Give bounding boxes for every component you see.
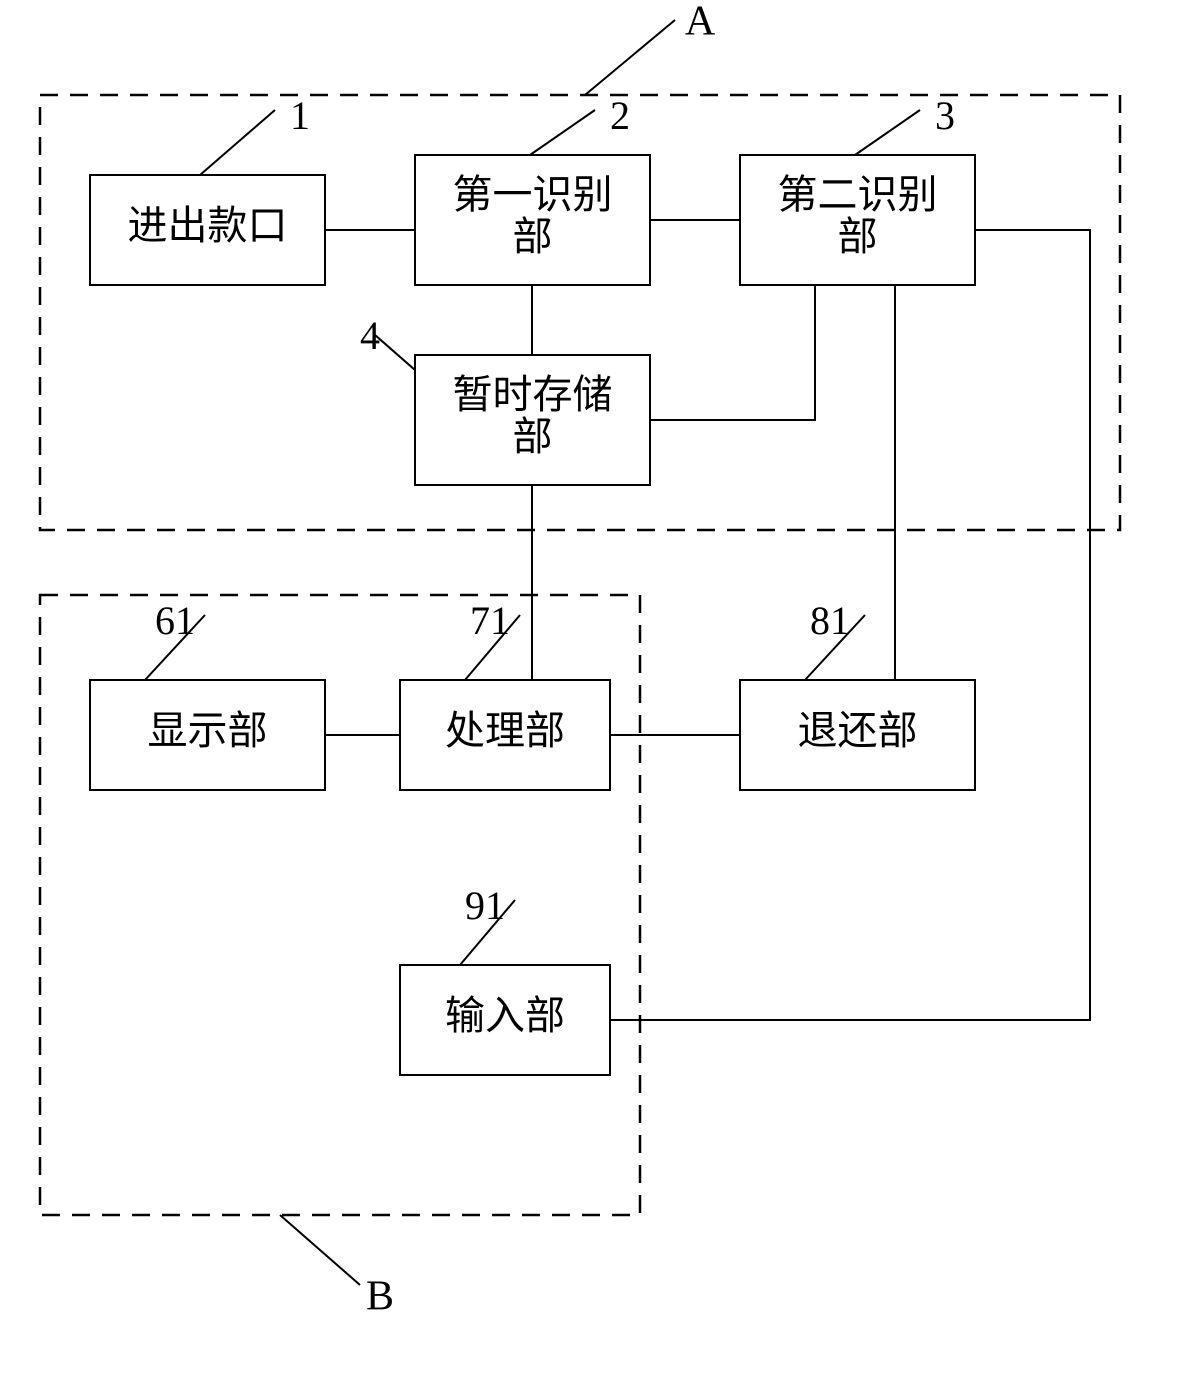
node-n71-label: 处理部 <box>445 708 565 753</box>
node-n3-label-line-0: 第二识别 <box>778 172 938 217</box>
region-b-leader <box>280 1215 360 1285</box>
node-n2-label-line-1: 部 <box>513 214 553 259</box>
node-n1-label: 进出款口 <box>128 203 288 248</box>
node-n2-ref: 2 <box>610 93 630 138</box>
node-n91-label: 输入部 <box>445 993 565 1038</box>
node-n1-leader <box>200 110 275 175</box>
node-n91-ref: 91 <box>465 883 505 928</box>
edges-group <box>325 220 1090 1020</box>
edge <box>650 285 815 420</box>
diagram-canvas: A B 进出款口1第一识别部2第二识别部3暂时存储部4显示部61处理部71退还部… <box>0 0 1183 1377</box>
node-n81-ref: 81 <box>810 598 850 643</box>
node-n1-ref: 1 <box>290 93 310 138</box>
node-n71-ref: 71 <box>470 598 510 643</box>
node-n2-label-line-0: 第一识别 <box>453 172 613 217</box>
node-n61-label: 显示部 <box>148 708 268 753</box>
edge <box>610 230 1090 1020</box>
region-a-leader <box>585 20 675 95</box>
node-n3-leader <box>855 110 920 155</box>
node-n3-label-line-1: 部 <box>838 214 878 259</box>
node-n4-leader <box>375 335 415 370</box>
node-n2-leader <box>530 110 595 155</box>
region-b-label: B <box>366 1274 394 1320</box>
node-n4-label-line-0: 暂时存储 <box>453 372 613 417</box>
node-n81-label: 退还部 <box>798 708 918 753</box>
node-n3-ref: 3 <box>935 93 955 138</box>
region-a-label: A <box>685 0 716 45</box>
node-n4-ref: 4 <box>360 313 380 358</box>
node-n4-label-line-1: 部 <box>513 414 553 459</box>
node-n61-ref: 61 <box>155 598 195 643</box>
